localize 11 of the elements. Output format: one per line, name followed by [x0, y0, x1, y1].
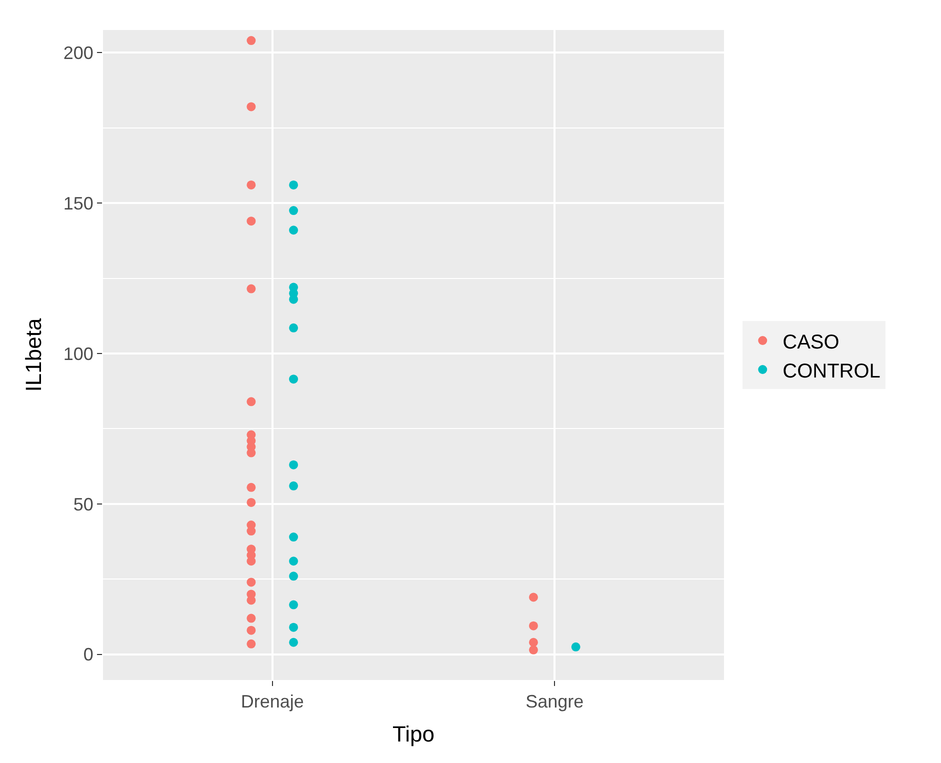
y-tick-label: 100 [63, 344, 94, 364]
y-axis-title: IL1beta [21, 318, 46, 392]
y-tick-label: 200 [63, 42, 94, 63]
legend-label: CONTROL [782, 360, 880, 382]
x-tick-label: Drenaje [240, 692, 304, 712]
x-tick-label: Sangre [526, 692, 584, 712]
y-tick-label: 50 [73, 494, 94, 514]
y-tick-label: 150 [63, 193, 94, 214]
x-axis-title: Tipo [392, 722, 434, 746]
legend-label: CASO [782, 331, 840, 354]
y-tick-label: 0 [83, 644, 94, 665]
